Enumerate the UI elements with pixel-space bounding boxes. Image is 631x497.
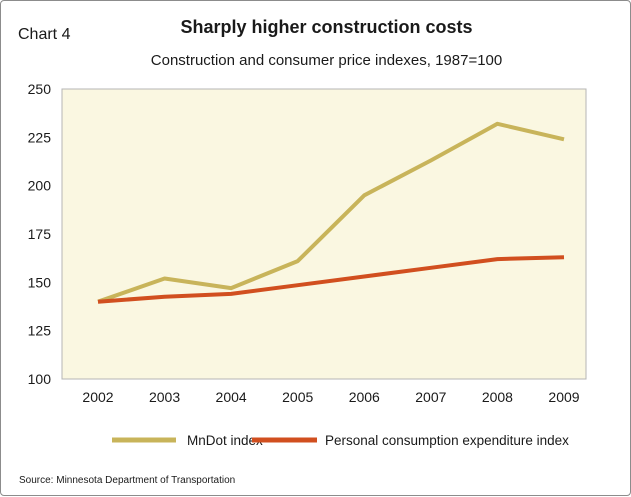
y-axis: 100 125 150 175 200 225 250: [28, 81, 52, 387]
x-tick-label: 2007: [415, 389, 446, 405]
x-axis: 2002 2003 2004 2005 2006 2007 2008 2009: [82, 389, 579, 405]
chart-number-label: Chart 4: [18, 26, 71, 43]
series-line-pce: [97, 255, 565, 304]
x-tick-label: 2008: [482, 389, 513, 405]
series-lines: [97, 121, 565, 304]
x-tick-label: 2002: [82, 389, 113, 405]
legend-label-pce: Personal consumption expenditure index: [325, 433, 569, 448]
y-tick-label: 175: [28, 226, 52, 242]
series-line-mndot: [97, 121, 565, 304]
chart-title: Sharply higher construction costs: [180, 17, 473, 37]
x-tick-label: 2009: [548, 389, 579, 405]
y-tick-label: 150: [28, 274, 52, 290]
y-tick-label: 250: [28, 81, 52, 97]
x-tick-label: 2004: [216, 389, 247, 405]
y-tick-label: 100: [28, 371, 52, 387]
y-tick-label: 200: [28, 178, 52, 194]
x-tick-label: 2003: [149, 389, 180, 405]
x-tick-label: 2005: [282, 389, 313, 405]
chart-subtitle: Construction and consumer price indexes,…: [150, 52, 503, 69]
x-tick-label: 2006: [349, 389, 380, 405]
y-tick-label: 125: [28, 323, 52, 339]
legend: MnDot index Personal consumption expendi…: [112, 433, 569, 448]
source-note: Source: Minnesota Department of Transpor…: [19, 475, 236, 486]
legend-label-mndot: MnDot index: [187, 433, 263, 448]
y-tick-label: 225: [28, 129, 52, 145]
